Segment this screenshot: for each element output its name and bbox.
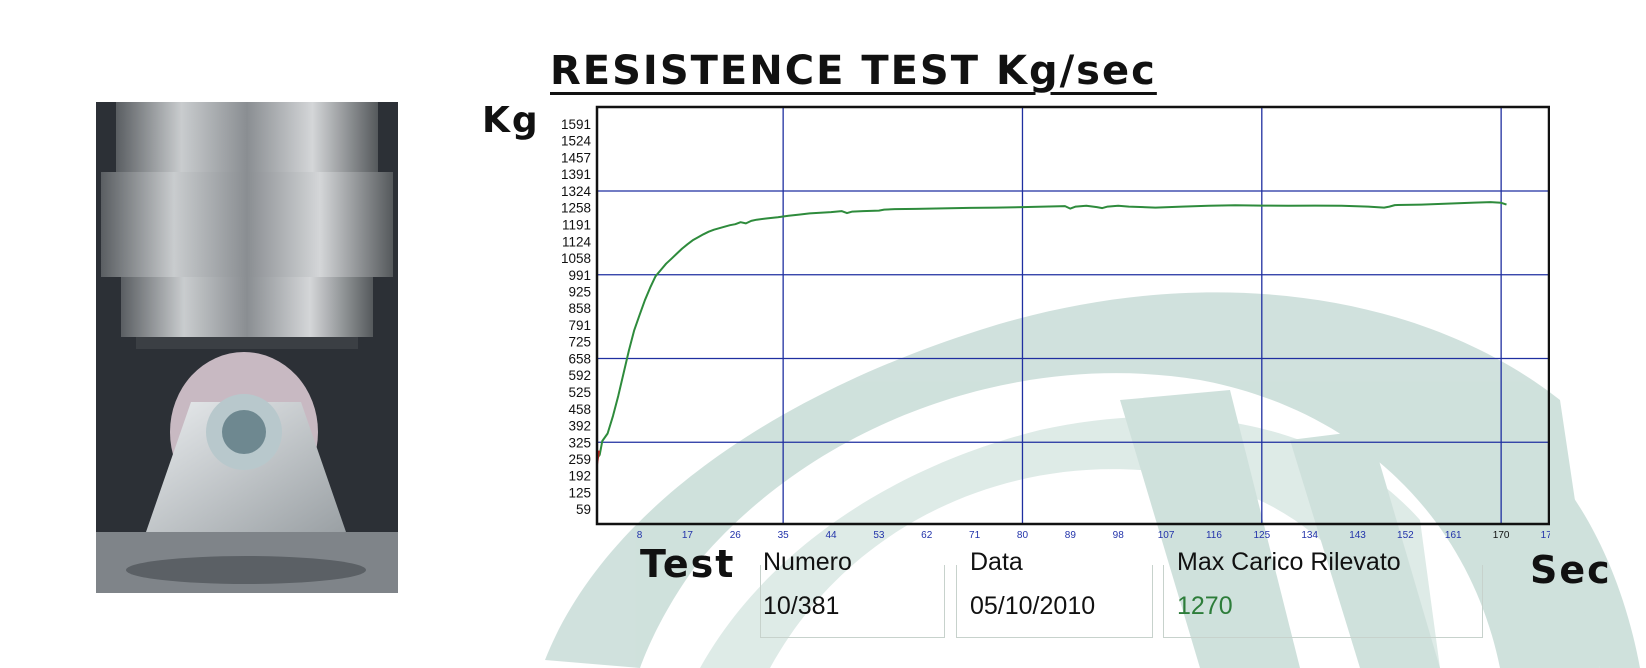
- y-tick-label: 325: [568, 435, 591, 450]
- numero-label: Numero: [763, 548, 852, 576]
- y-tick-label: 991: [568, 268, 591, 283]
- x-unit-label: Sec: [1530, 548, 1612, 592]
- y-tick-label: 592: [568, 368, 591, 383]
- y-tick-label: 125: [568, 486, 591, 501]
- y-unit-label: Kg: [482, 100, 540, 141]
- y-tick-label: 1591: [561, 117, 591, 132]
- x-tick-label: 89: [1065, 530, 1077, 541]
- data-box: [956, 565, 1153, 638]
- data-label: Data: [970, 548, 1023, 576]
- x-tick-label: 143: [1349, 530, 1366, 541]
- series-line: [596, 201, 1507, 460]
- y-tick-label: 1191: [562, 217, 591, 232]
- x-tick-label: 62: [921, 530, 933, 541]
- y-tick-label: 1124: [562, 234, 592, 249]
- x-tick-labels: 8 17 26 35 44 53 62 71 80 89 98 107 116 125 134 143 152 1…: [637, 530, 1550, 541]
- x-tick-label: 98: [1113, 530, 1125, 541]
- y-tick-label: 925: [568, 284, 591, 299]
- y-tick-label: 791: [568, 318, 591, 333]
- x-tick-label: 170: [1493, 530, 1510, 541]
- x-tick-label: 179: [1541, 530, 1550, 541]
- y-tick-label: 1457: [561, 151, 591, 166]
- max-box: [1163, 565, 1483, 638]
- chart-title: RESISTENCE TEST Kg/sec: [550, 48, 1157, 94]
- test-photo: [96, 102, 398, 593]
- y-tick-label: 1258: [561, 201, 591, 216]
- chart: 5912519225932539245852559265872579185892…: [561, 105, 1550, 541]
- grid-lines: [597, 107, 1549, 524]
- x-tick-label: 107: [1158, 530, 1175, 541]
- x-tick-label: 26: [730, 530, 742, 541]
- y-tick-label: 1524: [561, 134, 592, 149]
- x-tick-label: 44: [825, 530, 837, 541]
- x-tick-label: 134: [1301, 530, 1318, 541]
- y-tick-label: 59: [576, 502, 591, 517]
- x-tick-label: 53: [873, 530, 885, 541]
- x-tick-label: 8: [637, 530, 643, 541]
- y-tick-label: 658: [568, 352, 591, 367]
- y-tick-label: 392: [568, 418, 591, 433]
- x-tick-label: 116: [1206, 530, 1222, 541]
- max-carico-value: 1270: [1177, 592, 1233, 620]
- test-section-label: Test: [640, 542, 736, 586]
- y-tick-label: 725: [568, 335, 591, 350]
- y-tick-label: 525: [568, 385, 591, 400]
- y-tick-label: 1058: [561, 251, 591, 266]
- x-tick-label: 17: [682, 530, 694, 541]
- x-tick-label: 125: [1253, 530, 1270, 541]
- numero-value: 10/381: [763, 592, 840, 620]
- data-curve: [596, 201, 1507, 465]
- x-tick-label: 71: [969, 530, 981, 541]
- data-value: 05/10/2010: [970, 592, 1096, 620]
- x-tick-label: 35: [778, 530, 790, 541]
- plot-frame: [595, 105, 1550, 526]
- y-tick-label: 858: [568, 301, 591, 316]
- y-tick-label: 458: [568, 402, 591, 417]
- y-tick-label: 1391: [561, 167, 591, 182]
- x-tick-label: 152: [1397, 530, 1414, 541]
- max-carico-label: Max Carico Rilevato: [1177, 548, 1401, 576]
- y-tick-label: 259: [568, 452, 591, 467]
- x-tick-label: 161: [1445, 530, 1462, 541]
- y-tick-label: 192: [568, 469, 591, 484]
- numero-box: [760, 565, 945, 638]
- x-tick-label: 80: [1017, 530, 1029, 541]
- y-tick-label: 1324: [561, 184, 592, 199]
